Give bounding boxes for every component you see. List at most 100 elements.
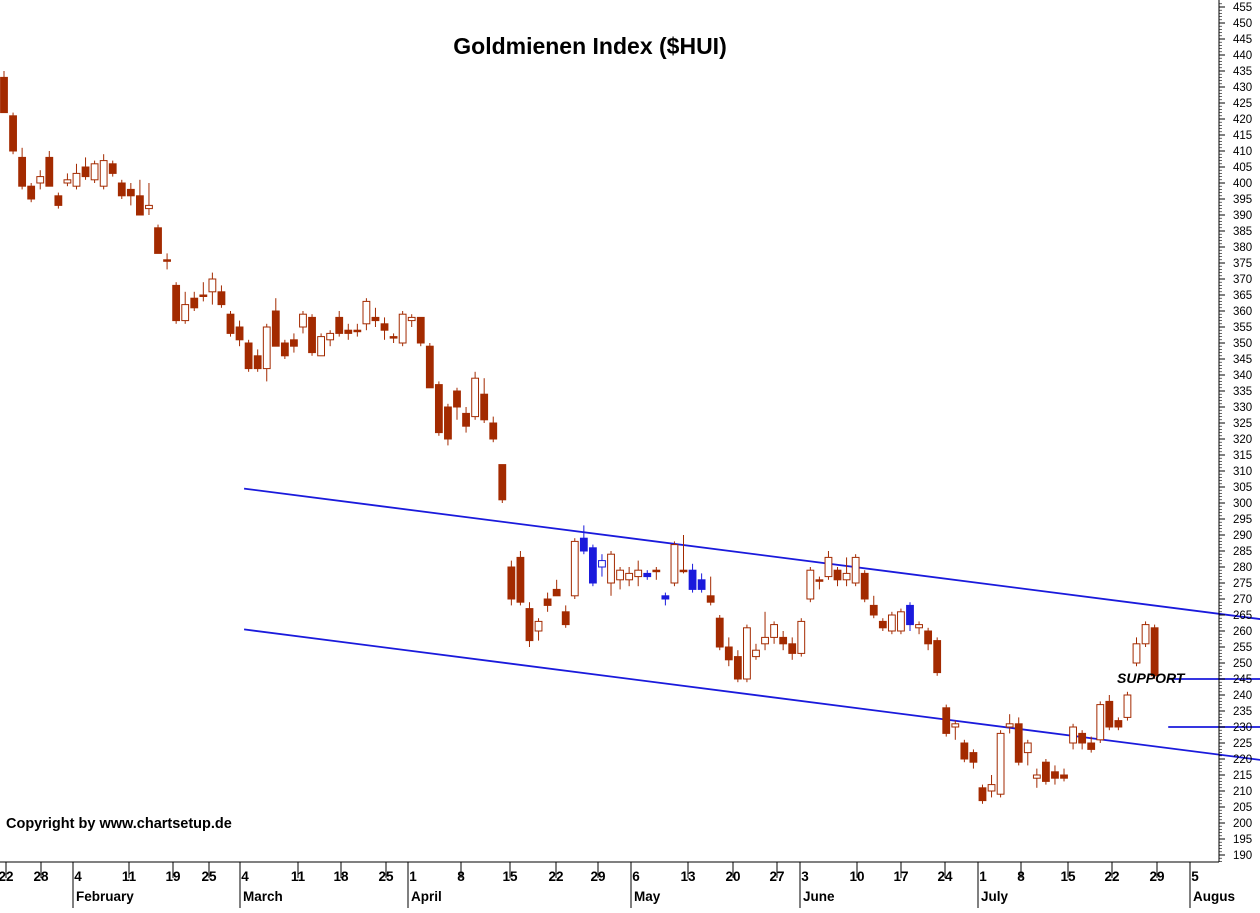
chart-title: Goldmienen Index ($HUI) bbox=[453, 33, 726, 59]
candle bbox=[434, 381, 443, 436]
y-tick-label: 440 bbox=[1233, 50, 1252, 62]
candle-body-up bbox=[851, 556, 860, 584]
candle bbox=[869, 595, 878, 619]
candle bbox=[978, 784, 987, 804]
candle bbox=[172, 282, 181, 324]
candle-body-down bbox=[552, 588, 561, 597]
candle-body-down bbox=[126, 188, 135, 197]
candle bbox=[217, 285, 226, 308]
candle-body-down bbox=[1114, 720, 1123, 728]
candle-body-up bbox=[471, 377, 480, 418]
candle-body-down bbox=[543, 598, 552, 606]
support-label: SUPPORT bbox=[1117, 670, 1186, 686]
candle bbox=[860, 570, 869, 603]
candle bbox=[933, 637, 942, 676]
y-tick-label: 400 bbox=[1233, 178, 1252, 190]
candle bbox=[960, 739, 969, 763]
candle-body-up bbox=[607, 553, 615, 584]
candle-body-up bbox=[99, 160, 108, 187]
candle bbox=[752, 643, 760, 660]
candle bbox=[788, 637, 797, 660]
candle bbox=[136, 179, 144, 216]
candle-body-up bbox=[987, 784, 996, 792]
candle-body-down bbox=[706, 595, 715, 603]
candle-body-down bbox=[235, 326, 244, 341]
candle-body-down bbox=[1078, 732, 1087, 744]
candle bbox=[842, 557, 851, 587]
candle bbox=[371, 307, 380, 327]
candle bbox=[380, 317, 389, 340]
candle-body-down bbox=[1042, 761, 1050, 782]
candle bbox=[280, 339, 289, 359]
candle bbox=[969, 749, 978, 769]
candle-body-up bbox=[145, 204, 153, 210]
candle-body-up bbox=[897, 611, 905, 632]
candle bbox=[806, 567, 815, 603]
candle bbox=[27, 183, 36, 203]
candle-body-down bbox=[906, 604, 914, 626]
candle-body-up bbox=[407, 316, 416, 322]
candle bbox=[444, 403, 452, 446]
candle bbox=[906, 602, 914, 631]
candle bbox=[996, 730, 1005, 798]
y-tick-label: 230 bbox=[1233, 722, 1252, 734]
candle bbox=[543, 592, 552, 612]
candle bbox=[779, 631, 788, 651]
candle-body-up bbox=[743, 627, 751, 680]
candle-body-up bbox=[63, 179, 72, 184]
candle bbox=[407, 314, 416, 327]
candle bbox=[163, 253, 171, 270]
candle-body-up bbox=[625, 572, 634, 581]
y-tick-label: 260 bbox=[1233, 626, 1252, 638]
candle bbox=[45, 151, 54, 187]
x-tick-label: 29 bbox=[590, 869, 605, 884]
candle-body-down bbox=[117, 182, 126, 197]
candle bbox=[235, 320, 244, 347]
candle bbox=[471, 371, 480, 420]
x-tick-label: 25 bbox=[201, 869, 217, 884]
candle-body-down bbox=[697, 579, 706, 590]
candle-body-up bbox=[996, 732, 1005, 795]
candle bbox=[489, 416, 498, 443]
x-tick-label: 15 bbox=[502, 869, 518, 884]
candle bbox=[1014, 717, 1023, 766]
candle-body-down bbox=[217, 291, 226, 306]
x-tick-label: 18 bbox=[333, 869, 349, 884]
candle bbox=[733, 650, 742, 683]
candle-body-up bbox=[534, 620, 543, 632]
candle bbox=[607, 551, 615, 596]
y-tick-label: 350 bbox=[1233, 338, 1252, 350]
y-tick-label: 270 bbox=[1233, 594, 1252, 606]
y-tick-label: 305 bbox=[1233, 482, 1252, 494]
candle bbox=[815, 576, 824, 590]
candle bbox=[652, 567, 661, 580]
x-tick-label: 22 bbox=[548, 869, 563, 884]
candle-body-down bbox=[163, 259, 171, 262]
candle-body-down bbox=[733, 656, 742, 680]
candle bbox=[743, 624, 751, 683]
candle bbox=[290, 333, 298, 353]
candle bbox=[1060, 768, 1068, 782]
x-tick-label: 15 bbox=[1060, 869, 1076, 884]
y-tick-label: 455 bbox=[1233, 2, 1252, 14]
candle-body-down bbox=[108, 163, 117, 174]
y-tick-label: 450 bbox=[1233, 18, 1252, 30]
y-tick-label: 335 bbox=[1233, 386, 1252, 398]
candle-body-down bbox=[271, 310, 280, 347]
candle bbox=[1150, 624, 1159, 679]
candle bbox=[299, 311, 307, 334]
x-tick-label: 20 bbox=[725, 869, 740, 884]
y-tick-label: 385 bbox=[1233, 226, 1252, 238]
candle bbox=[1051, 765, 1059, 785]
x-tick-label: 3 bbox=[801, 869, 809, 884]
candle-body-up bbox=[299, 313, 307, 328]
candle bbox=[643, 570, 652, 580]
candle-body-up bbox=[770, 624, 779, 638]
copyright-label: Copyright by www.chartsetup.de bbox=[6, 816, 232, 832]
candle-body-down bbox=[308, 316, 316, 354]
candle bbox=[761, 611, 769, 651]
candle-body-down bbox=[380, 323, 389, 331]
y-tick-label: 195 bbox=[1233, 834, 1252, 846]
